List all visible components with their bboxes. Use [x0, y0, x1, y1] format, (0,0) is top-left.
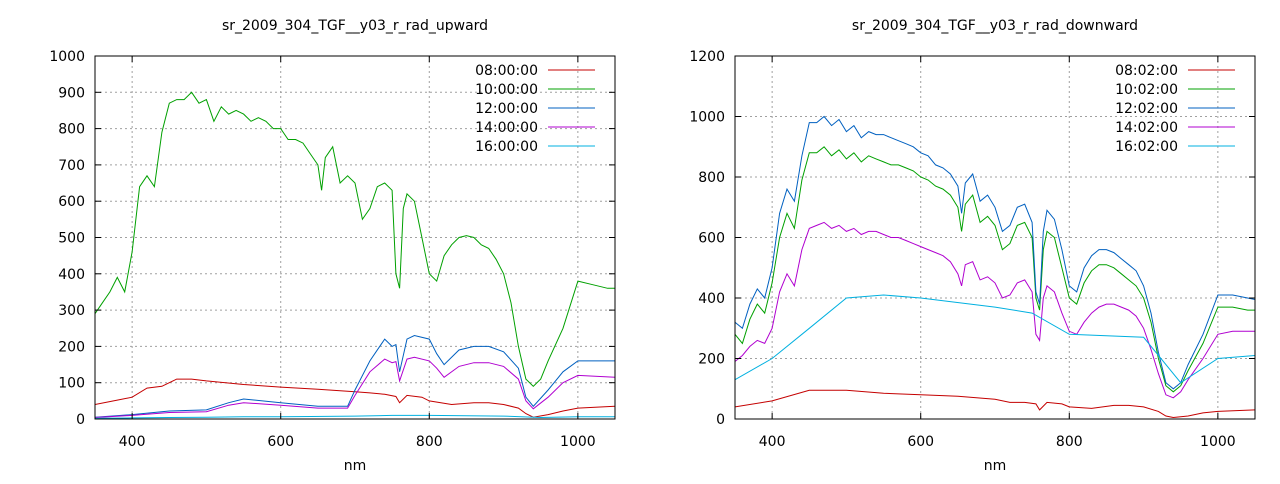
legend-label: 10:02:00	[1115, 82, 1178, 98]
y-tick-label: 700	[58, 158, 85, 174]
y-tick-label: 1200	[689, 49, 725, 65]
y-tick-label: 300	[58, 303, 85, 319]
y-tick-label: 600	[698, 231, 725, 247]
y-tick-label: 200	[698, 352, 725, 368]
legend-label: 16:00:00	[475, 139, 538, 155]
series-line	[735, 115, 1255, 390]
downward-radiance-chart: sr_2009_304_TGF__y03_r_rad_downward nm 0…	[689, 18, 1256, 474]
x-axis-label: nm	[984, 458, 1007, 474]
series-line	[735, 146, 1255, 393]
series-line	[735, 389, 1255, 419]
chart-title: sr_2009_304_TGF__y03_r_rad_upward	[222, 18, 488, 34]
x-tick-label: 600	[267, 434, 294, 450]
x-tick-label: 400	[119, 434, 146, 450]
y-tick-label: 0	[76, 412, 85, 428]
y-tick-label: 200	[58, 339, 85, 355]
x-tick-label: 400	[759, 434, 786, 450]
series-line	[95, 91, 615, 387]
y-tick-label: 400	[58, 267, 85, 283]
x-tick-label: 600	[907, 434, 934, 450]
y-tick-label: 1000	[689, 110, 725, 126]
legend-label: 16:02:00	[1115, 139, 1178, 155]
y-tick-label: 400	[698, 291, 725, 307]
x-tick-label: 1000	[560, 434, 596, 450]
legend-label: 08:02:00	[1115, 63, 1178, 79]
series-line	[735, 221, 1255, 399]
upward-radiance-chart: sr_2009_304_TGF__y03_r_rad_upward nm 0 10…	[49, 18, 616, 474]
series-line	[95, 356, 615, 418]
x-tick-label: 800	[416, 434, 443, 450]
x-axis-label: nm	[344, 458, 367, 474]
legend-label: 14:00:00	[475, 120, 538, 136]
y-tick-label: 800	[698, 170, 725, 186]
legend-label: 08:00:00	[475, 63, 538, 79]
y-tick-label: 0	[716, 412, 725, 428]
series-line	[95, 414, 615, 419]
x-tick-label: 1000	[1200, 434, 1236, 450]
series-line	[95, 334, 615, 418]
x-tick-label: 800	[1056, 434, 1083, 450]
y-tick-label: 600	[58, 194, 85, 210]
series-line	[735, 294, 1255, 384]
legend-label: 14:02:00	[1115, 120, 1178, 136]
y-tick-label: 1000	[49, 49, 85, 65]
series-line	[95, 378, 615, 418]
legend-label: 12:00:00	[475, 101, 538, 117]
y-tick-label: 500	[58, 231, 85, 247]
chart-title: sr_2009_304_TGF__y03_r_rad_downward	[852, 18, 1138, 34]
legend-label: 10:00:00	[475, 82, 538, 98]
y-tick-label: 800	[58, 122, 85, 138]
y-tick-label: 900	[58, 85, 85, 101]
legend-label: 12:02:00	[1115, 101, 1178, 117]
y-tick-label: 100	[58, 376, 85, 392]
